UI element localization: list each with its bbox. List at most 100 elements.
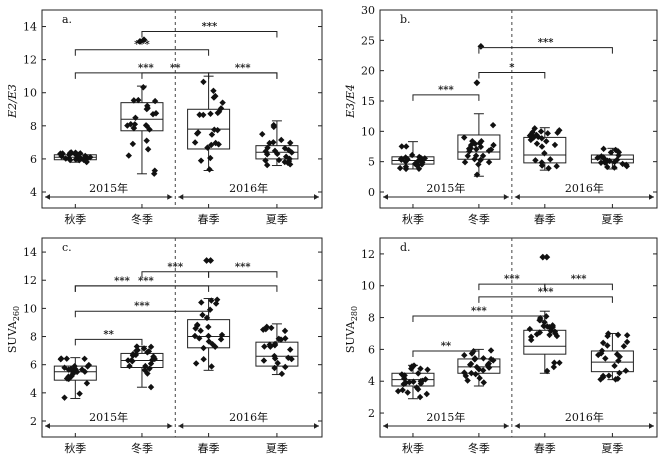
year-arrow-2016-head-left xyxy=(514,423,520,429)
bracket-line xyxy=(74,285,278,292)
data-point xyxy=(287,139,294,147)
data-point xyxy=(73,368,81,376)
data-point xyxy=(135,96,142,104)
significance-label: *** xyxy=(471,306,487,317)
bracket-line xyxy=(74,338,143,346)
data-point xyxy=(551,359,558,366)
data-point xyxy=(529,129,536,136)
bracket-line xyxy=(412,94,480,101)
data-point xyxy=(472,370,479,378)
y-axis-label-main: E3/E4 xyxy=(344,84,357,119)
data-point xyxy=(485,147,493,154)
data-point xyxy=(130,124,138,132)
bracket-line xyxy=(478,296,613,303)
year-arrow-2016-head-right xyxy=(649,423,654,429)
data-point xyxy=(604,342,611,349)
y-axis-label: E2/E3 xyxy=(6,84,19,119)
data-point xyxy=(485,364,493,371)
box-iqr xyxy=(523,329,567,355)
data-point xyxy=(262,325,270,333)
y-tick-label: 4 xyxy=(30,387,37,400)
data-point xyxy=(192,325,199,332)
data-point xyxy=(278,136,285,144)
data-point xyxy=(461,134,468,141)
data-point xyxy=(600,145,607,153)
data-point xyxy=(261,343,268,350)
data-point xyxy=(538,143,546,150)
box xyxy=(255,323,299,378)
data-point xyxy=(543,138,550,145)
year-label-2015: 2015年 xyxy=(426,410,465,424)
box xyxy=(120,343,164,391)
significance-bracket: *** xyxy=(74,40,210,56)
data-point xyxy=(214,126,221,134)
data-point xyxy=(213,296,221,303)
data-point xyxy=(147,343,155,351)
significance-label: *** xyxy=(538,287,554,298)
data-point xyxy=(142,362,149,370)
panel-letter: c. xyxy=(62,241,72,254)
data-point xyxy=(218,331,226,339)
y-tick-label: 25 xyxy=(361,34,375,47)
data-point xyxy=(82,152,89,160)
year-arrow-2016-head-right xyxy=(314,194,319,200)
data-point xyxy=(475,366,483,373)
data-point xyxy=(281,327,289,335)
data-point xyxy=(83,380,91,387)
data-point xyxy=(538,135,545,142)
box xyxy=(187,296,231,371)
data-point xyxy=(414,158,421,165)
data-point xyxy=(528,336,535,344)
data-point xyxy=(476,374,483,382)
data-point xyxy=(541,150,548,157)
data-point xyxy=(66,150,74,157)
data-point xyxy=(606,157,613,165)
data-point xyxy=(196,335,203,342)
data-point xyxy=(595,351,602,359)
y-axis-label-subscript: 260 xyxy=(12,306,21,321)
y-axis-label-main: SUVA xyxy=(6,320,19,353)
significance-label: *** xyxy=(167,262,183,273)
data-point xyxy=(467,141,475,149)
data-point xyxy=(152,110,160,117)
data-point xyxy=(480,379,487,386)
y-tick-label: 15 xyxy=(361,95,375,108)
bracket-line xyxy=(208,271,278,278)
year-arrow-2016-head-right xyxy=(649,194,654,200)
data-point xyxy=(623,332,631,339)
data-point xyxy=(399,386,406,394)
data-point xyxy=(605,372,613,379)
significance-label: ** xyxy=(103,329,114,340)
plot-frame xyxy=(41,9,323,209)
data-point xyxy=(462,372,469,380)
bracket-line xyxy=(478,47,613,54)
data-point xyxy=(464,152,471,160)
data-point xyxy=(544,130,551,137)
data-point xyxy=(200,355,207,363)
data-point xyxy=(468,350,476,357)
data-point xyxy=(553,163,560,170)
data-point xyxy=(612,376,619,383)
data-point xyxy=(613,156,621,164)
y-tick-label: 10 xyxy=(23,302,37,315)
data-point xyxy=(599,374,607,381)
data-point xyxy=(541,319,548,326)
data-point xyxy=(485,158,493,166)
x-tick-label: 春季 xyxy=(198,213,220,226)
data-point xyxy=(403,143,410,150)
data-point xyxy=(419,377,426,384)
x-tick-label: 夏季 xyxy=(601,213,623,226)
data-point xyxy=(142,122,150,129)
bracket-line xyxy=(478,71,546,79)
x-tick-label: 春季 xyxy=(534,442,556,455)
box xyxy=(590,330,634,383)
data-point xyxy=(418,161,426,168)
outlier-point xyxy=(140,36,148,44)
significance-label: *** xyxy=(235,262,251,273)
x-tick-label: 秋季 xyxy=(64,441,86,455)
data-point xyxy=(619,160,626,168)
y-tick-label: 10 xyxy=(361,280,375,293)
data-point xyxy=(191,332,199,340)
data-point xyxy=(260,357,268,364)
